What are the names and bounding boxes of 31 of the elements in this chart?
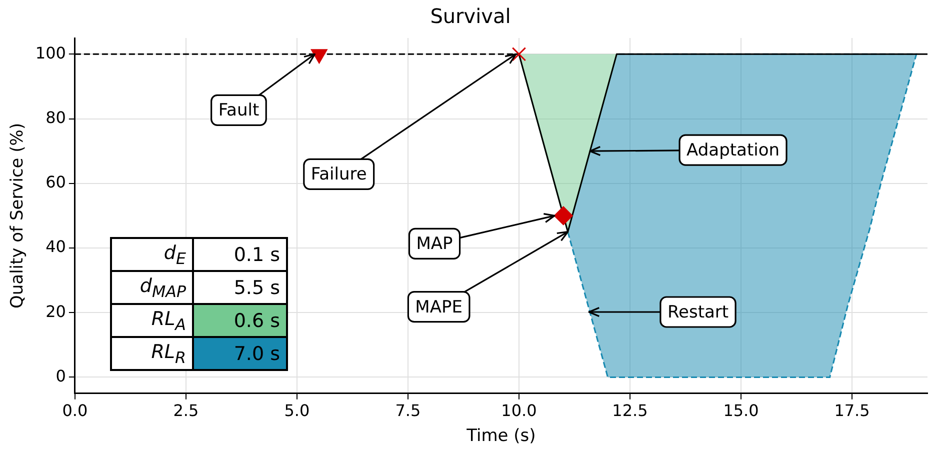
annotation: Adaptation xyxy=(686,140,780,161)
annotation: 5.5 s xyxy=(193,271,287,304)
annotation: Failure xyxy=(310,164,367,185)
annotation: 0.1 s xyxy=(193,238,287,271)
annotation: d$_{E}$ xyxy=(111,238,193,271)
annotation: d$_{MAP}$ xyxy=(111,271,193,304)
x-tick-label: 10.0 xyxy=(501,401,537,420)
x-tick-label: 15.0 xyxy=(723,401,759,420)
y-tick-label: 0 xyxy=(56,366,66,386)
y-axis-title: Quality of Service (%) xyxy=(8,122,28,308)
annotation: RL$_{R}$ xyxy=(111,337,193,370)
y-tick-label: 60 xyxy=(46,172,66,192)
annotation: Restart xyxy=(667,302,729,322)
annotation: Fault xyxy=(218,100,260,121)
x-tick-label: 7.5 xyxy=(395,401,421,420)
x-tick-label: 17.5 xyxy=(834,401,870,420)
y-tick-label: 20 xyxy=(46,302,66,321)
y-tick-label: 100 xyxy=(35,43,66,62)
annotation: MAPE xyxy=(415,297,462,318)
y-tick-label: 80 xyxy=(46,108,66,127)
annotation: RL$_{A}$ xyxy=(111,304,193,337)
y-tick-label: 40 xyxy=(46,237,66,256)
x-tick-label: 5.0 xyxy=(284,401,310,420)
x-tick-label: 0.0 xyxy=(62,401,88,420)
annotation: 7.0 s xyxy=(193,337,287,370)
annotation: MAP xyxy=(416,234,453,254)
x-tick-label: 12.5 xyxy=(612,401,648,420)
chart-title: Survival xyxy=(430,4,511,28)
x-tick-label: 2.5 xyxy=(173,401,199,420)
annotation: 0.6 s xyxy=(193,304,287,337)
x-axis-title: Time (s) xyxy=(466,426,536,446)
